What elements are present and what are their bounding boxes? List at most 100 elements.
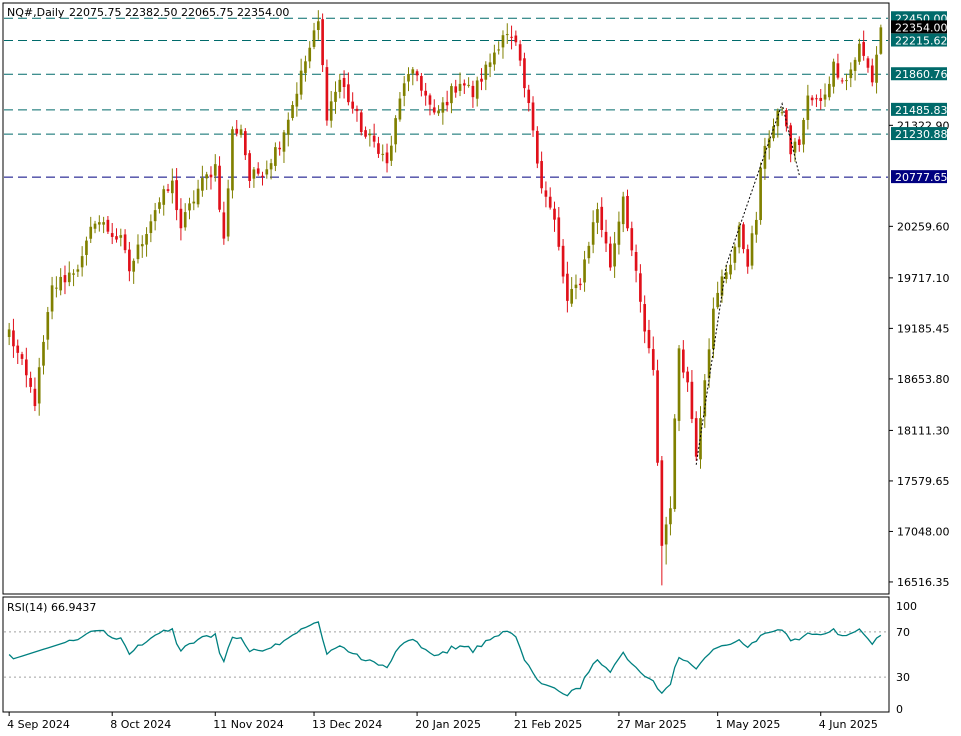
candle-body <box>716 292 720 308</box>
candle-body <box>145 234 148 245</box>
candle-body <box>106 219 110 232</box>
candle-body <box>557 217 561 247</box>
time-tick-label: 11 Nov 2024 <box>213 718 283 731</box>
candle-body <box>282 132 286 152</box>
candle-body <box>845 80 848 82</box>
candle-body <box>201 178 204 191</box>
candle-body <box>119 235 123 238</box>
rsi-header-label: RSI(14) 66.9437 <box>7 601 96 614</box>
candle-body <box>870 65 874 83</box>
candle-body <box>136 244 140 260</box>
level-price-label-box <box>891 170 947 184</box>
candle-body <box>501 35 505 48</box>
candle-body <box>97 222 101 225</box>
time-tick-label: 1 May 2025 <box>716 718 781 731</box>
candle-body <box>849 69 853 79</box>
candle-body <box>475 80 479 99</box>
candle-body <box>402 83 406 96</box>
candle-body <box>329 101 333 121</box>
candle-body <box>493 52 496 65</box>
candle-body <box>746 249 750 267</box>
price-tick-label: 16516.35 <box>897 576 950 589</box>
candle-body <box>29 377 32 387</box>
candle-body <box>707 349 711 379</box>
candle-body <box>153 210 157 222</box>
candle-body <box>742 224 745 250</box>
candle-body <box>415 71 419 76</box>
candle-body <box>274 147 277 166</box>
candle-body <box>673 418 677 510</box>
candle-body <box>471 85 475 98</box>
level-price-label: 22215.62 <box>895 35 948 48</box>
candle-body <box>806 95 810 120</box>
candle-body <box>544 190 548 197</box>
candle-body <box>621 196 625 225</box>
candle-body <box>72 273 75 275</box>
candle-body <box>188 203 191 211</box>
candle-body <box>411 69 415 74</box>
time-tick-label: 8 Oct 2024 <box>110 718 171 731</box>
candle-body <box>527 89 531 104</box>
candle-body <box>587 245 591 259</box>
candle-body <box>218 165 221 210</box>
candle-body <box>866 58 870 68</box>
rsi-layer: 100 70 30 0 <box>4 600 917 716</box>
candle-body <box>50 285 54 312</box>
candle-body <box>454 86 458 93</box>
candle-body <box>179 208 183 229</box>
candle-body <box>643 304 647 332</box>
candle-body <box>664 524 668 545</box>
candle-body <box>570 288 574 304</box>
time-tick-label: 20 Jan 2025 <box>415 718 481 731</box>
candle-body <box>389 145 393 161</box>
price-tick-label: 17048.00 <box>897 525 950 538</box>
candle-body <box>763 145 767 169</box>
rsi-panel <box>2 596 890 713</box>
candle-body <box>540 161 543 189</box>
candle-body <box>578 283 582 286</box>
candle-body <box>737 225 741 248</box>
candle-body <box>347 84 350 103</box>
trend-layer <box>695 101 800 465</box>
candle-body <box>681 349 685 373</box>
candle-body <box>325 67 329 121</box>
candle-body <box>24 359 28 376</box>
candle-body <box>334 91 337 102</box>
candle-body <box>553 208 556 220</box>
candle-body <box>213 164 217 176</box>
candle-body <box>364 130 367 137</box>
candle-body <box>128 249 131 272</box>
rsi-axis-label: 30 <box>896 671 910 684</box>
candle-body <box>462 83 466 86</box>
candle-body <box>497 49 501 51</box>
candle-body <box>510 36 513 38</box>
candle-body <box>321 19 324 66</box>
candle-body <box>797 139 801 145</box>
candle-body <box>437 110 440 114</box>
candle-body <box>608 243 612 268</box>
candle-body <box>686 371 689 383</box>
candle-body <box>132 260 136 272</box>
candle-body <box>669 508 672 525</box>
rsi-line <box>8 621 882 697</box>
candle-body <box>286 119 290 135</box>
time-tick-label: 21 Feb 2025 <box>514 718 582 731</box>
candle-body <box>772 126 775 139</box>
candle-body <box>256 168 260 174</box>
candle-body <box>566 273 569 301</box>
level-price-label-box <box>891 102 947 116</box>
candle-body <box>724 272 728 280</box>
candle-body <box>209 174 213 178</box>
candle-body <box>613 243 616 267</box>
main-price-panel <box>2 2 890 595</box>
candle-body <box>836 63 840 78</box>
current-price-label: 22354.00 <box>895 21 948 34</box>
time-axis: 4 Sep 2024 8 Oct 2024 11 Nov 2024 13 Dec 20… <box>7 712 878 731</box>
candle-body <box>55 287 58 289</box>
candle-body <box>656 370 659 463</box>
candle-body <box>196 188 200 205</box>
candle-body <box>269 163 273 170</box>
candle-body <box>295 93 299 107</box>
candle-body <box>243 131 247 156</box>
